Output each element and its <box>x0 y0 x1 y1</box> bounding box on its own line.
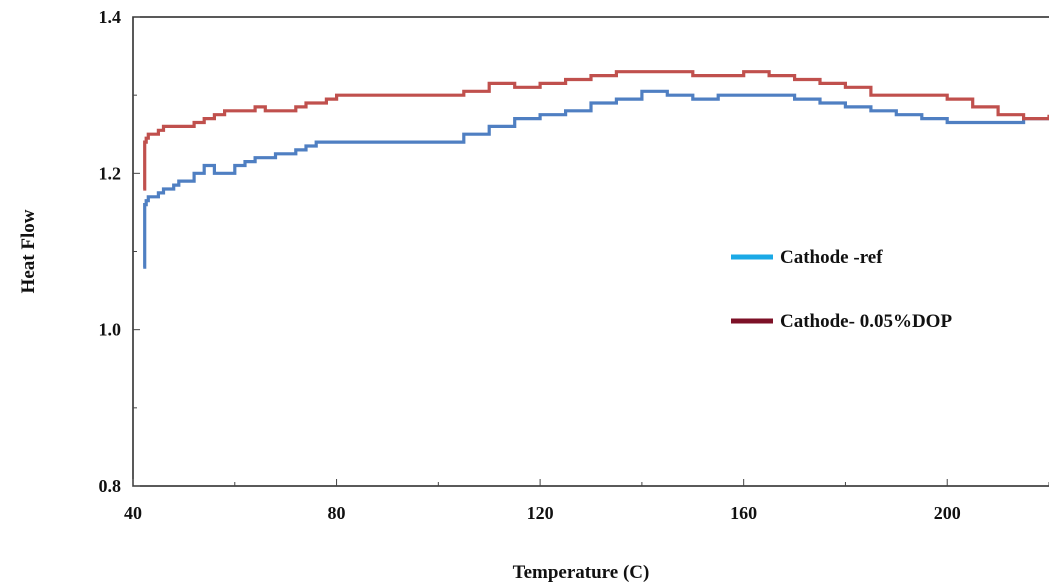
legend: Cathode -ref Cathode- 0.05%DOP <box>731 247 952 332</box>
legend-label-ref: Cathode -ref <box>780 247 883 268</box>
x-tick-label: 40 <box>124 503 142 523</box>
y-tick-label: 1.4 <box>99 7 122 27</box>
ticks-layer <box>132 16 1049 487</box>
x-axis-title: Temperature (C) <box>513 562 650 582</box>
x-tick-label: 200 <box>934 503 961 523</box>
x-tick-label: 80 <box>328 503 346 523</box>
y-tick-label: 1.2 <box>99 163 122 183</box>
series-line-ref <box>143 89 1049 269</box>
tick-labels-layer: 40 80 120 160 200 0.8 1.0 1.2 1.4 <box>99 7 961 523</box>
series-layer <box>143 70 1049 269</box>
y-tick-label: 0.8 <box>99 476 122 496</box>
series-line-dop <box>143 70 1049 191</box>
y-axis-title: Heat Flow <box>18 209 39 293</box>
y-tick-label: 1.0 <box>99 320 122 340</box>
x-tick-label: 120 <box>527 503 554 523</box>
x-tick-label: 160 <box>730 503 757 523</box>
plot-frame <box>132 16 1049 487</box>
legend-label-dop: Cathode- 0.05%DOP <box>780 311 952 332</box>
